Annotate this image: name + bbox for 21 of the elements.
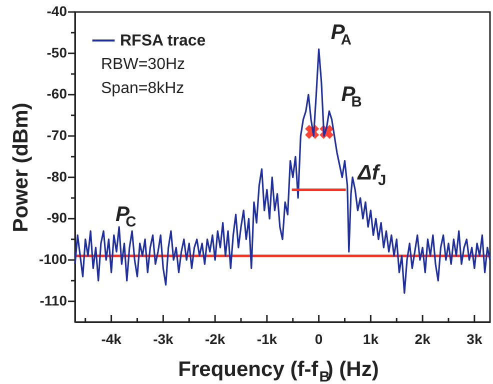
x-tick-label: 3k (466, 331, 482, 347)
legend-label: RFSA trace (120, 32, 206, 50)
line-series (74, 48, 491, 294)
x-tick-label: -3k (153, 331, 174, 347)
y-tick-label: -90 (46, 210, 68, 226)
y-tick-label: -40 (46, 3, 68, 19)
x-tick-label: 2k (414, 331, 431, 347)
y-tick-label: -60 (46, 86, 68, 102)
annotation: Span=8kHz (101, 80, 184, 97)
y-tick-label: -80 (46, 168, 68, 184)
y-tick-label: -70 (46, 127, 68, 143)
y-axis-title: Power (dBm) (10, 102, 32, 232)
x-tick-label: -4k (101, 331, 122, 347)
x-tick-label: -1k (256, 331, 278, 347)
annotation: RBW=30Hz (101, 56, 186, 73)
x-tick-label: 0 (314, 331, 323, 347)
x-tick-label: -2k (204, 331, 226, 347)
y-tick-label: -110 (40, 292, 68, 308)
y-tick-label: -100 (38, 251, 68, 267)
y-tick-label: -50 (46, 44, 68, 60)
x-tick-label: 1k (362, 331, 379, 347)
